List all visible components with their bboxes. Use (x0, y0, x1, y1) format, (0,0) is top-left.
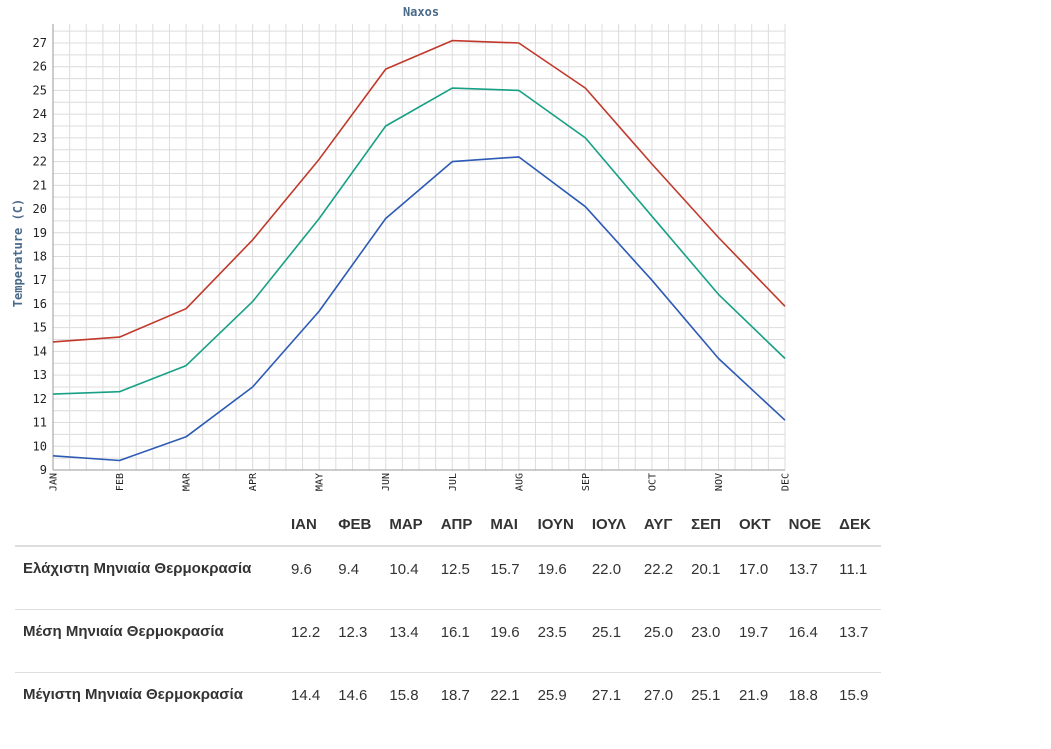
temperature-cell: 12.2 (283, 609, 331, 673)
x-tick-label: JAN (49, 473, 60, 491)
x-tick-label: NOV (714, 473, 725, 491)
x-tick-label: AUG (514, 473, 525, 491)
temperature-cell: 13.7 (780, 545, 832, 610)
y-tick-label: 12 (33, 392, 47, 406)
chart-series-lines (52, 39, 786, 462)
month-header: ΟΚΤ (730, 503, 781, 547)
x-tick-label: JUN (381, 473, 392, 491)
y-axis-label: Temperature (C) (11, 199, 25, 307)
month-header: ΜΑΙ (482, 503, 530, 547)
temperature-cell: 16.1 (432, 609, 483, 673)
temperature-line-chart: 9 10 11 12 13 14 15 16 17 18 19 20 21 22 23 24 25 26 27 JAN… (11, 5, 792, 491)
temperature-cell: 13.7 (831, 609, 881, 673)
y-tick-label: 24 (33, 107, 47, 121)
table-row: Μέγιστη Μηνιαία Θερμοκρασία 14.4 14.6 15.8 1… (15, 672, 881, 735)
temperature-cell: 25.1 (583, 609, 636, 673)
temperature-cell: 12.3 (330, 609, 382, 673)
y-tick-label: 17 (33, 273, 47, 287)
temperature-cell: 22.2 (635, 545, 684, 610)
temperature-cell: 15.7 (482, 545, 530, 610)
series-line (52, 87, 786, 395)
y-tick-label: 9 (40, 463, 47, 477)
x-tick-label: APR (248, 472, 259, 491)
series-line (52, 156, 786, 462)
y-tick-label: 14 (33, 344, 47, 358)
temperature-cell: 27.0 (635, 672, 684, 735)
month-header: ΔΕΚ (831, 503, 881, 547)
temperature-cell: 19.7 (730, 609, 781, 673)
temperature-cell: 15.9 (831, 672, 881, 735)
temperature-cell: 10.4 (381, 545, 433, 610)
chart-tick-labels: 9 10 11 12 13 14 15 16 17 18 19 20 21 22 23 24 25 26 27 JAN… (33, 36, 792, 491)
x-tick-label: MAR (182, 472, 193, 491)
x-tick-label: JUL (448, 473, 459, 491)
temperature-cell: 13.4 (381, 609, 433, 673)
month-header: ΦΕΒ (330, 503, 382, 547)
x-tick-label: DEC (781, 473, 792, 491)
temperature-cell: 12.5 (432, 545, 483, 610)
x-tick-label: MAY (315, 473, 326, 491)
temperature-cell: 18.7 (432, 672, 483, 735)
temperature-cell: 9.4 (330, 545, 382, 610)
y-tick-label: 15 (33, 321, 47, 335)
x-tick-label: SEP (581, 473, 592, 491)
month-header: ΜΑΡ (381, 503, 433, 547)
temperature-cell: 23.0 (683, 609, 731, 673)
chart-gridlines (52, 24, 786, 471)
temperature-cell: 19.6 (529, 545, 584, 610)
month-header: ΙΟΥΛ (583, 503, 636, 547)
table-row: Ελάχιστη Μηνιαία Θερμοκρασία 9.6 9.4 10.4 12… (15, 545, 881, 610)
y-tick-label: 22 (33, 155, 47, 169)
y-tick-label: 18 (33, 249, 47, 263)
temperature-cell: 25.0 (635, 609, 684, 673)
temperature-cell: 23.5 (529, 609, 584, 673)
month-header: ΑΥΓ (635, 503, 684, 547)
temperature-cell: 14.6 (330, 672, 382, 735)
y-tick-label: 25 (33, 83, 47, 97)
y-tick-label: 23 (33, 131, 47, 145)
row-label: Μέγιστη Μηνιαία Θερμοκρασία (15, 672, 283, 735)
temperature-cell: 22.0 (583, 545, 636, 610)
y-tick-label: 26 (33, 60, 47, 74)
y-tick-label: 10 (33, 439, 47, 453)
y-tick-label: 19 (33, 226, 47, 240)
temperature-cell: 27.1 (583, 672, 636, 735)
month-header: ΑΠΡ (432, 503, 483, 547)
row-label: Μέση Μηνιαία Θερμοκρασία (15, 609, 283, 673)
y-tick-label: 11 (33, 416, 47, 430)
table-corner-cell (15, 503, 283, 547)
temperature-cell: 15.8 (381, 672, 433, 735)
y-tick-label: 16 (33, 297, 47, 311)
x-tick-label: OCT (647, 473, 658, 491)
temperature-cell: 17.0 (730, 545, 781, 610)
temperature-cell: 18.8 (780, 672, 832, 735)
temperature-cell: 20.1 (683, 545, 731, 610)
temperature-cell: 25.9 (529, 672, 584, 735)
series-line (52, 39, 786, 343)
month-header: ΙΑΝ (283, 503, 331, 547)
table-header-row: ΙΑΝ ΦΕΒ ΜΑΡ ΑΠΡ ΜΑΙ ΙΟΥΝ ΙΟΥΛ ΑΥΓ ΣΕΠ ΟΚΤ ΝΟΕ ΔΕΚ (15, 503, 881, 547)
month-header: ΝΟΕ (780, 503, 832, 547)
chart-title: Naxos (403, 5, 439, 19)
temperature-cell: 9.6 (283, 545, 331, 610)
temperature-table: ΙΑΝ ΦΕΒ ΜΑΡ ΑΠΡ ΜΑΙ ΙΟΥΝ ΙΟΥΛ ΑΥΓ ΣΕΠ ΟΚΤ ΝΟΕ ΔΕΚ Ε… (15, 503, 881, 735)
month-header: ΙΟΥΝ (529, 503, 584, 547)
temperature-cell: 11.1 (831, 545, 881, 610)
y-tick-label: 21 (33, 178, 47, 192)
x-tick-label: FEB (115, 473, 126, 491)
temperature-cell: 16.4 (780, 609, 832, 673)
temperature-cell: 25.1 (683, 672, 731, 735)
temperature-cell: 22.1 (482, 672, 530, 735)
temperature-cell: 14.4 (283, 672, 331, 735)
temperature-cell: 19.6 (482, 609, 530, 673)
y-tick-label: 20 (33, 202, 47, 216)
table-row: Μέση Μηνιαία Θερμοκρασία 12.2 12.3 13.4 16.1… (15, 609, 881, 673)
row-label: Ελάχιστη Μηνιαία Θερμοκρασία (15, 545, 283, 610)
temperature-cell: 21.9 (730, 672, 781, 735)
y-tick-label: 27 (33, 36, 47, 50)
month-header: ΣΕΠ (683, 503, 731, 547)
y-tick-label: 13 (33, 368, 47, 382)
